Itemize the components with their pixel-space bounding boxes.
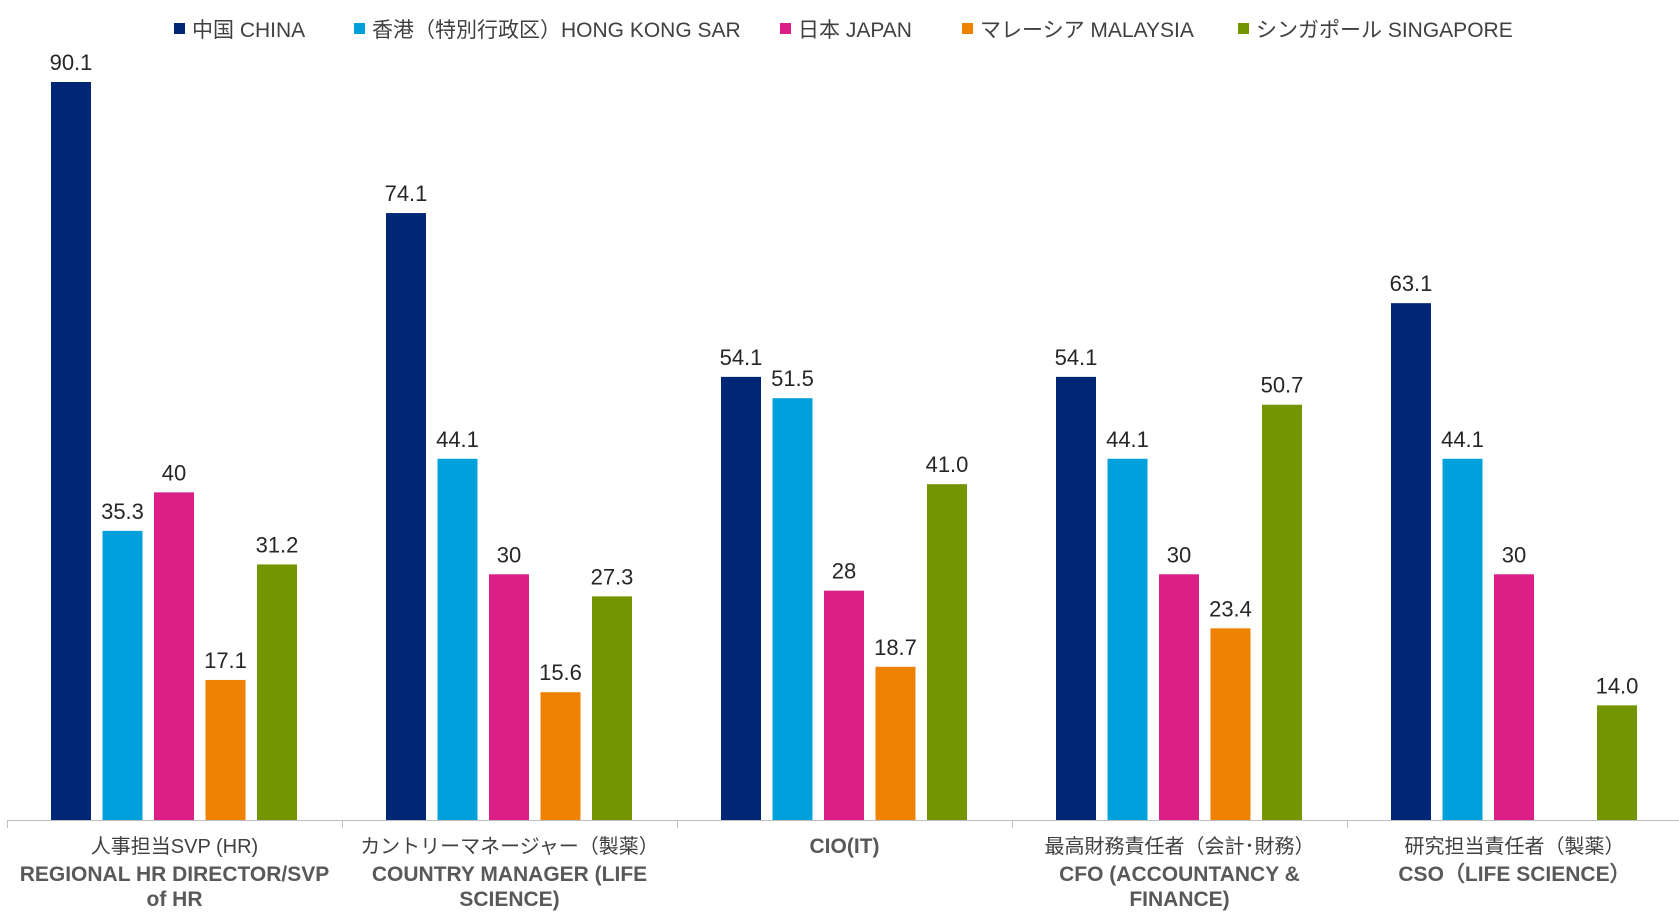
bar-2-1 [772, 398, 813, 820]
legend-label-1: 香港（特別行政区）HONG KONG SAR [372, 19, 741, 42]
category-label-3-line1: 最高財務責任者（会計･財務） [1045, 835, 1315, 858]
bar-3-0 [1056, 376, 1096, 820]
category-label-0-line1: 人事担当SVP (HR) [91, 835, 258, 858]
category-label-0-line3: of HR [147, 888, 203, 911]
category-label-2-line1: CIO(IT) [810, 835, 880, 858]
legend-label-3: マレーシア MALAYSIA [980, 19, 1194, 42]
value-label-3-3: 23.4 [1209, 596, 1252, 621]
legend-swatch-0 [174, 23, 185, 34]
legend-label-4: シンガポール SINGAPORE [1256, 19, 1513, 42]
value-label-2-4: 41.0 [926, 452, 969, 477]
category-label-3-line3: FINANCE) [1129, 888, 1229, 911]
value-label-0-0: 90.1 [50, 50, 93, 75]
bar-3-3 [1210, 628, 1251, 820]
legend-swatch-1 [354, 23, 365, 34]
category-label-1-line1: カントリーマネージャー（製薬） [360, 835, 659, 858]
value-label-1-1: 44.1 [436, 427, 479, 452]
legend-swatch-2 [780, 23, 791, 34]
bar-2-2 [824, 590, 864, 820]
category-label-1-line2: COUNTRY MANAGER (LIFE [372, 863, 647, 886]
legend-swatch-3 [962, 23, 973, 34]
x-axis [7, 820, 1679, 828]
value-label-4-2: 30 [1502, 542, 1526, 567]
value-label-0-3: 17.1 [204, 648, 247, 673]
value-label-4-1: 44.1 [1441, 427, 1484, 452]
bar-3-4 [1262, 404, 1302, 820]
bar-2-3 [875, 666, 916, 820]
value-label-2-0: 54.1 [720, 345, 763, 370]
bars-group [51, 82, 1637, 820]
bar-1-0 [386, 213, 426, 820]
category-label-4-line2: CSO（LIFE SCIENCE） [1398, 862, 1630, 886]
bar-3-2 [1159, 574, 1199, 820]
bar-0-4 [257, 564, 297, 820]
bar-0-1 [102, 530, 143, 820]
bar-0-3 [205, 679, 246, 820]
bar-0-2 [154, 492, 194, 820]
category-label-4-line1: 研究担当責任者（製薬） [1405, 835, 1625, 858]
bar-2-0 [721, 376, 761, 820]
legend: 中国 CHINA 香港（特別行政区）HONG KONG SAR 日本 JAPAN マレ… [174, 19, 1513, 42]
bar-1-2 [489, 574, 529, 820]
value-label-1-2: 30 [497, 542, 521, 567]
category-label-1-line3: SCIENCE) [459, 888, 559, 911]
bar-2-4 [927, 484, 967, 820]
value-label-1-4: 27.3 [591, 564, 634, 589]
bar-4-2 [1494, 574, 1534, 820]
value-label-0-2: 40 [162, 460, 186, 485]
value-label-4-0: 63.1 [1390, 271, 1433, 296]
value-label-1-0: 74.1 [385, 181, 428, 206]
legend-swatch-4 [1238, 23, 1249, 34]
value-label-2-2: 28 [832, 559, 856, 584]
value-label-4-4: 14.0 [1596, 673, 1639, 698]
bar-1-3 [540, 692, 581, 820]
value-label-2-3: 18.7 [874, 635, 917, 660]
value-label-3-0: 54.1 [1055, 345, 1098, 370]
category-label-3-line2: CFO (ACCOUNTANCY & [1059, 863, 1300, 886]
bar-1-1 [437, 458, 478, 820]
value-label-3-4: 50.7 [1261, 373, 1304, 398]
bar-4-4 [1597, 705, 1637, 820]
value-label-0-4: 31.2 [256, 532, 299, 557]
bar-0-0 [51, 82, 91, 820]
legend-label-2: 日本 JAPAN [798, 19, 912, 42]
value-label-2-1: 51.5 [771, 366, 814, 391]
value-label-3-1: 44.1 [1106, 427, 1149, 452]
bar-4-0 [1391, 303, 1431, 820]
value-label-1-3: 15.6 [539, 660, 582, 685]
category-label-0-line2: REGIONAL HR DIRECTOR/SVP [20, 863, 330, 886]
value-labels-group: 90.1 35.3 40 17.1 31.2 74.1 44.1 30 15.6 27.3 54.1… [50, 50, 1639, 698]
bar-3-1 [1107, 458, 1148, 820]
bar-1-4 [592, 596, 632, 820]
value-label-3-2: 30 [1167, 542, 1191, 567]
legend-label-0: 中国 CHINA [192, 19, 305, 42]
value-label-0-1: 35.3 [101, 499, 144, 524]
bar-4-1 [1442, 458, 1483, 820]
